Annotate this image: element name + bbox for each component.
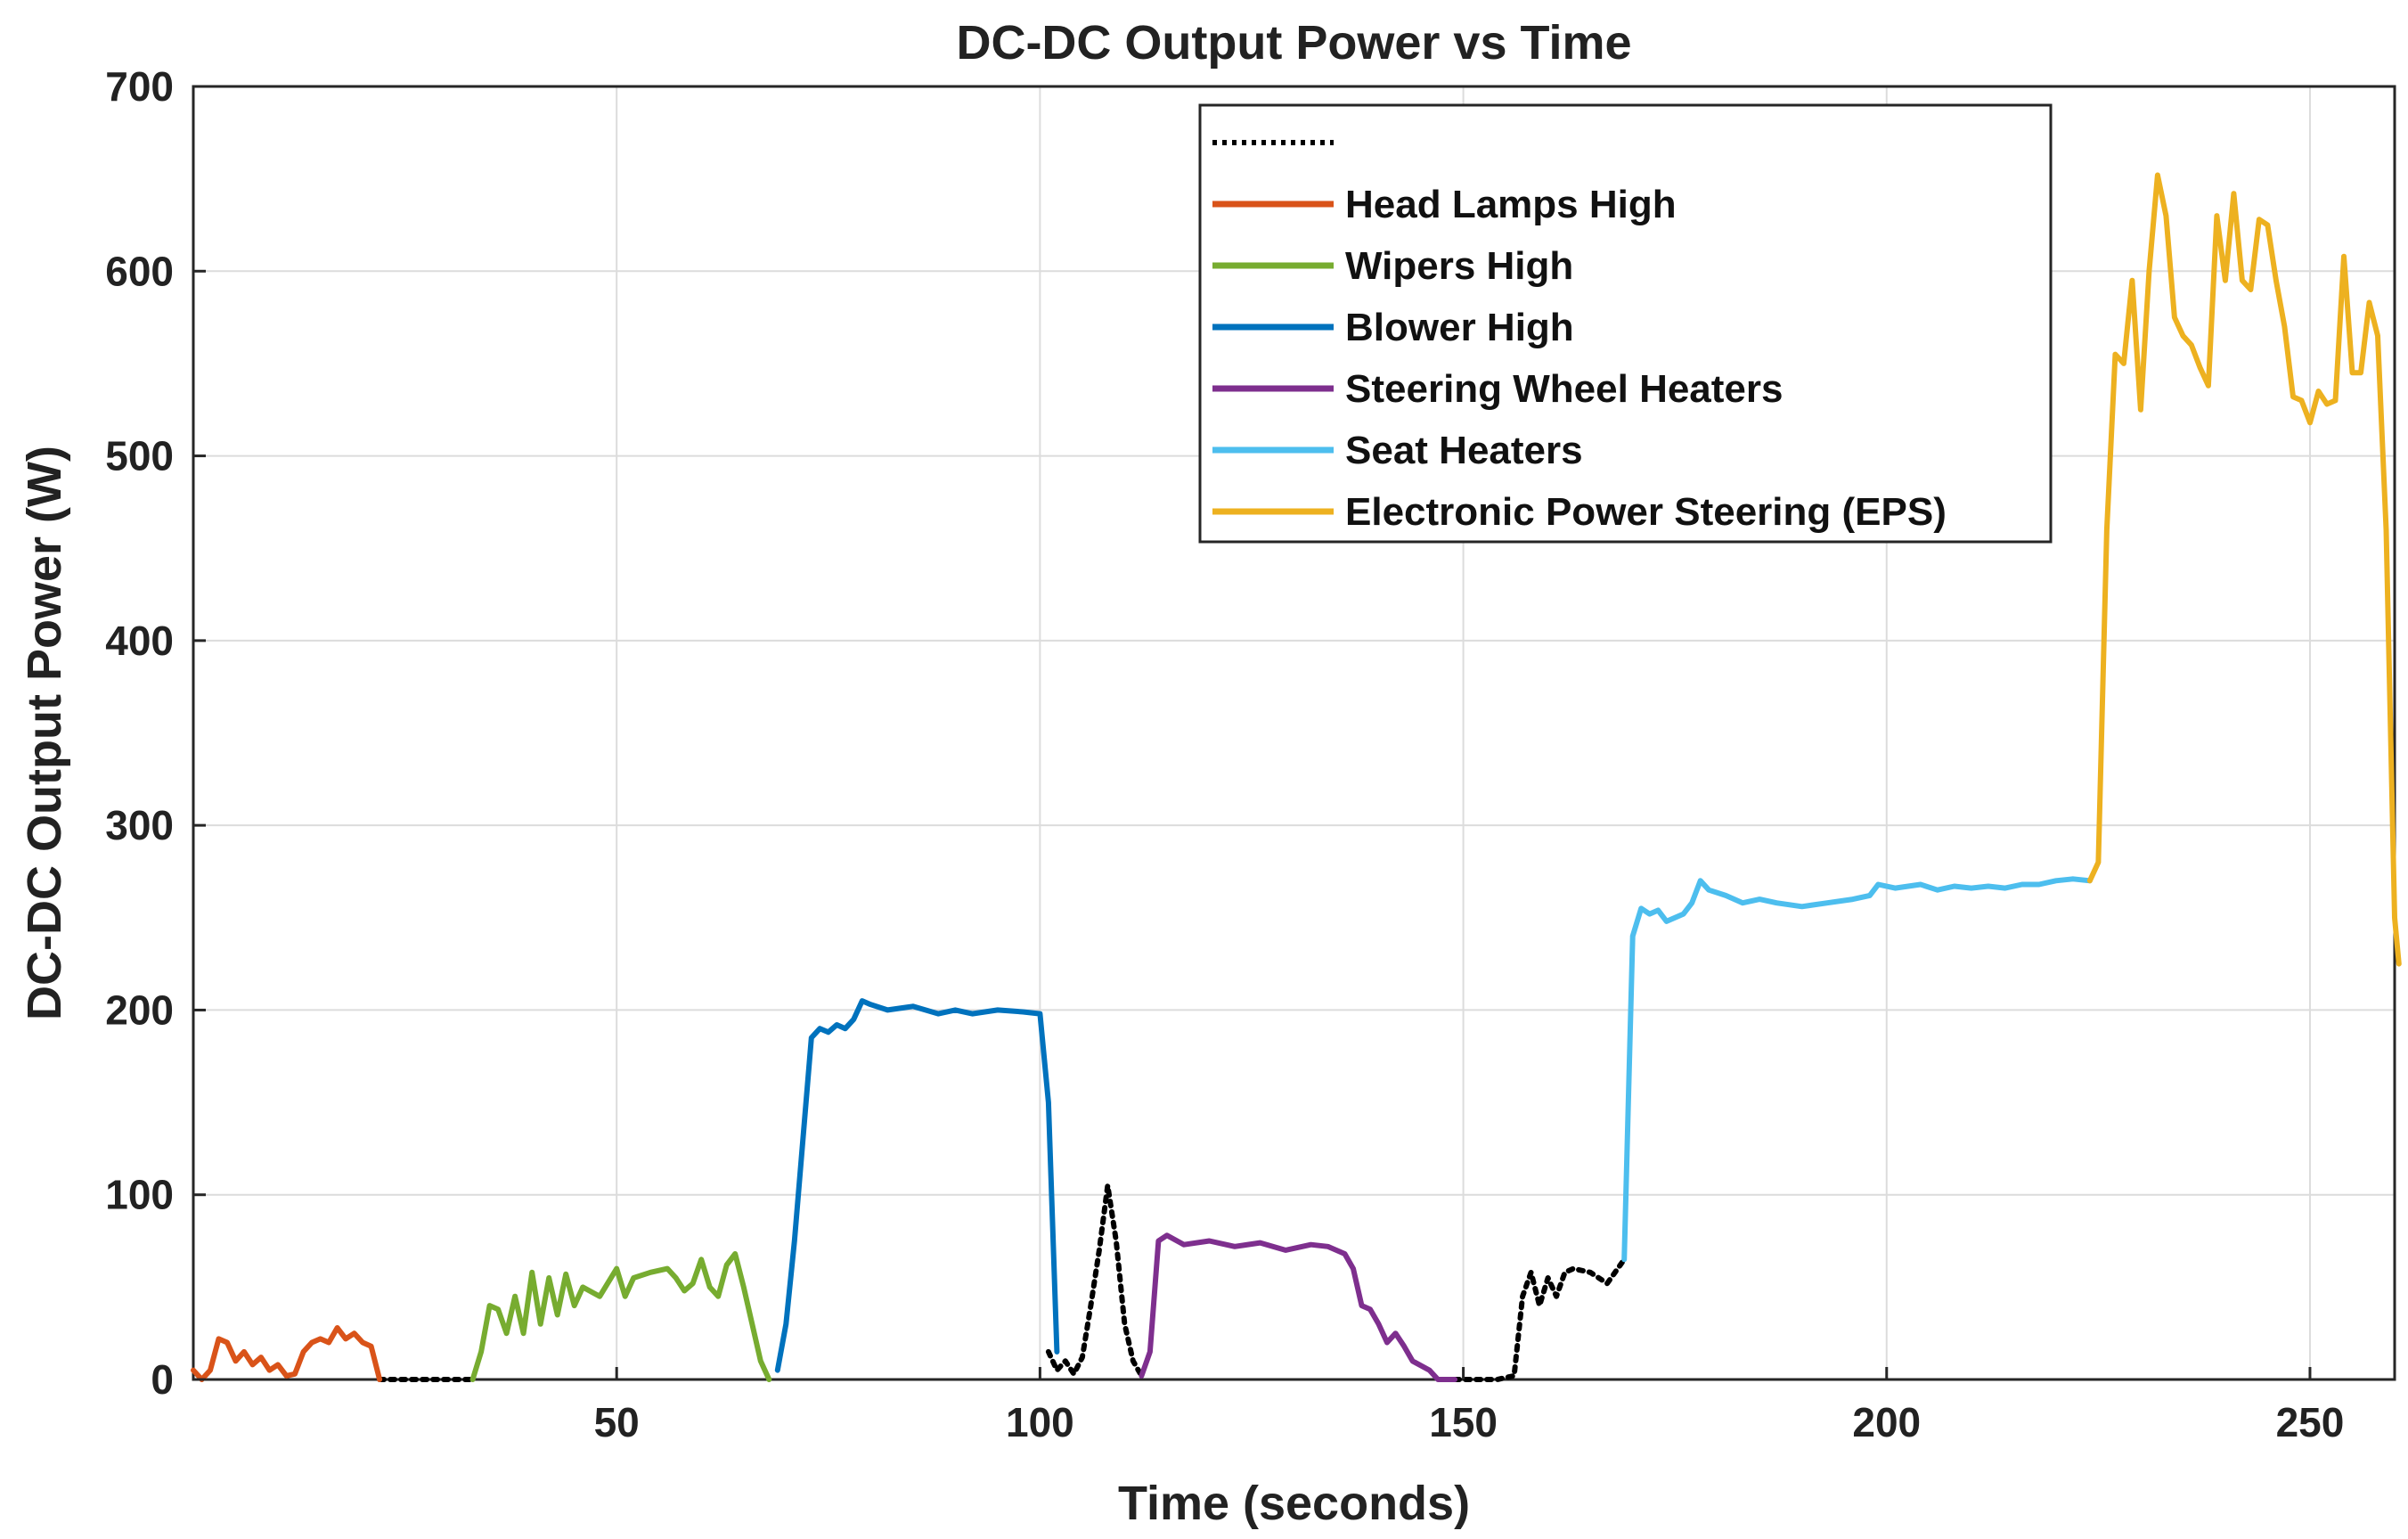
- y-tick-label: 600: [105, 248, 174, 294]
- series-line: [469, 1251, 772, 1382]
- legend: Head Lamps High Wipers High Blower High Ste…: [1198, 103, 2053, 544]
- series-unlabeled-dotted: [377, 1183, 1628, 1382]
- legend-label: Blower High: [1345, 306, 1574, 349]
- legend-item: Blower High: [1212, 306, 1574, 349]
- legend-item: Seat Heaters: [1212, 429, 1583, 472]
- y-tick-label: 0: [151, 1356, 174, 1403]
- legend-item: Head Lamps High: [1212, 183, 1677, 226]
- x-tick-label: 100: [1006, 1399, 1074, 1445]
- series-line: [1452, 1257, 1628, 1382]
- y-tick-label: 300: [105, 802, 174, 848]
- y-tick-label: 100: [105, 1172, 174, 1218]
- y-axis-label: DC-DC Output Power (W): [18, 446, 71, 1020]
- plot-frame: [192, 85, 2396, 1381]
- x-tick-label: 50: [594, 1399, 640, 1445]
- tick-labels: 50 100 150 200 250 0 100 200 300 400 500 600 700: [105, 63, 2344, 1445]
- x-tick-label: 250: [2276, 1399, 2345, 1445]
- series-wipers-high: [469, 1251, 772, 1382]
- legend-item: Steering Wheel Heaters: [1212, 367, 1784, 411]
- x-axis-label: Time (seconds): [1118, 1477, 1470, 1530]
- legend-item: Electronic Power Steering (EPS): [1212, 490, 1947, 534]
- y-tick-label: 200: [105, 986, 174, 1033]
- series-seat-heaters: [1621, 876, 2093, 1263]
- y-tick-label: 500: [105, 433, 174, 479]
- legend-label: Steering Wheel Heaters: [1345, 367, 1784, 411]
- series-line: [191, 1325, 383, 1382]
- series-line: [774, 998, 1060, 1373]
- series-blower-high: [774, 998, 1060, 1373]
- series-line: [1045, 1183, 1145, 1379]
- x-tick-label: 200: [1852, 1399, 1921, 1445]
- y-tick-label: 400: [105, 618, 174, 664]
- legend-label: Electronic Power Steering (EPS): [1345, 490, 1947, 534]
- series-line: [2086, 172, 2402, 967]
- series-line: [1139, 1232, 1458, 1382]
- series-layer: [191, 172, 2402, 1382]
- series-head-lamps-high: [191, 1325, 383, 1382]
- series-electronic-power-steering-eps: [2086, 172, 2402, 967]
- y-tick-label: 700: [105, 63, 174, 110]
- legend-box: [1198, 103, 2053, 544]
- chart-title: DC-DC Output Power vs Time: [956, 16, 1631, 70]
- legend-label: Wipers High: [1345, 244, 1573, 288]
- legend-item: Wipers High: [1212, 244, 1573, 288]
- legend-label: Head Lamps High: [1345, 183, 1677, 226]
- series-steering-wheel-heaters: [1139, 1232, 1458, 1382]
- series-line: [1621, 876, 2093, 1263]
- x-tick-label: 150: [1429, 1399, 1498, 1445]
- legend-label: Seat Heaters: [1345, 429, 1583, 472]
